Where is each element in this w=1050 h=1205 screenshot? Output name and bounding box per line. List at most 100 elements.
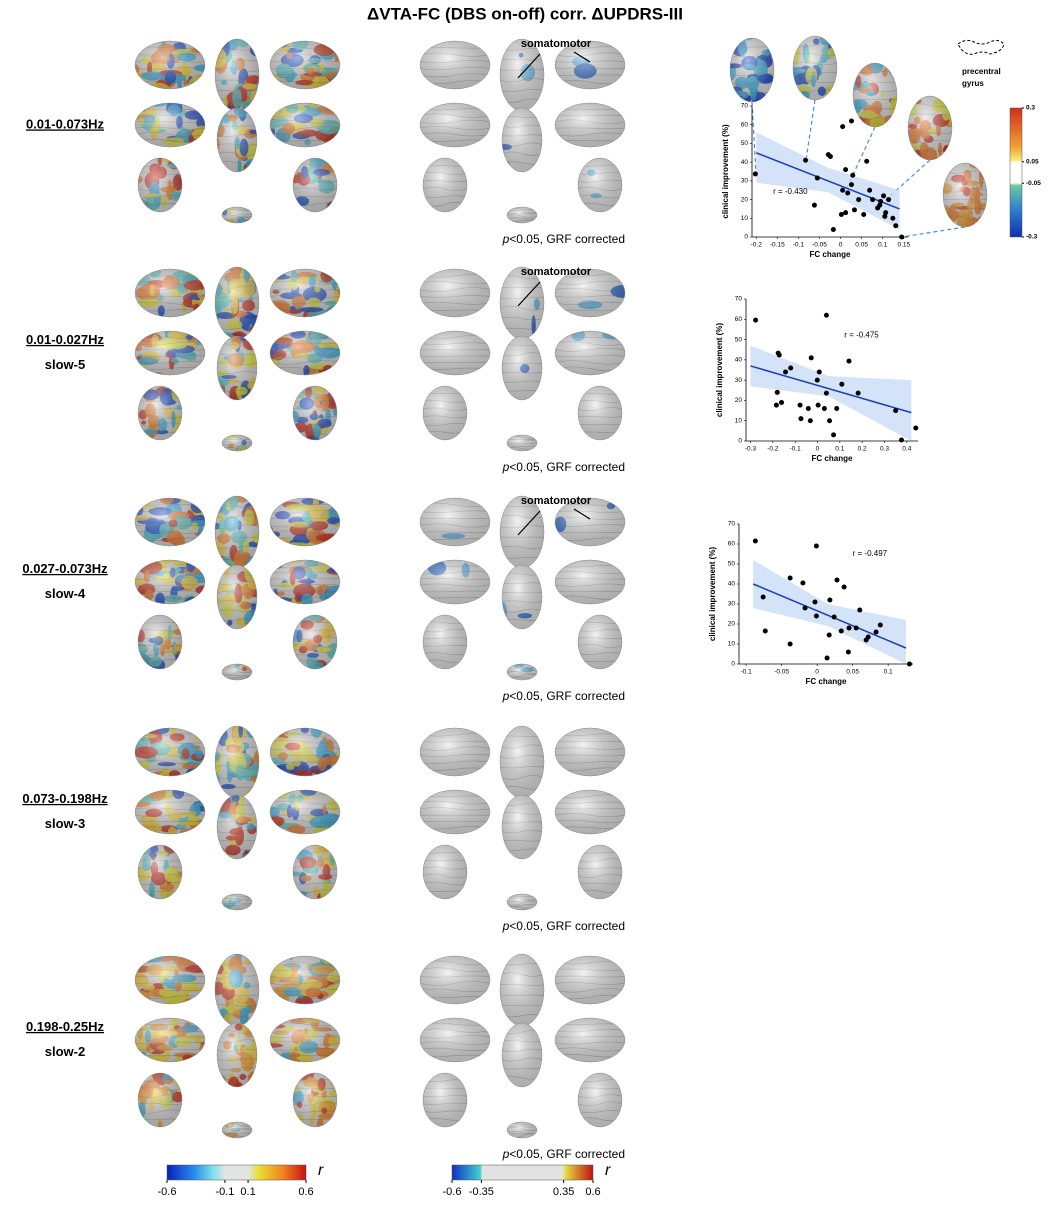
data-point <box>877 202 883 208</box>
y-tick-label: 50 <box>735 336 743 343</box>
data-point <box>840 187 846 193</box>
brain-shade <box>135 560 205 604</box>
brain-outline <box>419 559 491 605</box>
brain-outline <box>292 157 338 213</box>
y-tick-label: 70 <box>728 521 736 528</box>
data-point <box>752 538 758 544</box>
brain-blob <box>138 895 148 899</box>
brain-outline <box>419 102 491 148</box>
row-label: 0.01-0.073Hz <box>26 116 105 131</box>
y-axis-label: clinical improvement (%) <box>715 323 724 418</box>
brain-shade <box>135 1018 205 1062</box>
data-point <box>831 432 837 438</box>
brain <box>555 269 625 317</box>
x-tick-label: -0.1 <box>741 669 753 676</box>
brain-shade <box>222 1122 252 1138</box>
brain-shade <box>423 158 467 212</box>
brain-outline <box>134 102 206 148</box>
brain <box>135 269 205 317</box>
brain-shade <box>215 954 259 1026</box>
colorbar-tick-label: -0.05 <box>1026 180 1041 187</box>
brain-outline <box>506 663 538 681</box>
brain-outline <box>216 564 258 630</box>
row-label: 0.01-0.027Hz <box>26 332 105 347</box>
brain-outline <box>501 1022 543 1088</box>
figure-title: ΔVTA-FC (DBS on-off) corr. ΔUPDRS-III <box>367 4 683 23</box>
brain-blob <box>135 361 139 370</box>
brain-blob <box>336 41 340 47</box>
brain-blob <box>430 498 437 501</box>
brain-outline <box>577 157 623 213</box>
data-point <box>893 408 899 414</box>
brain-outline <box>419 268 491 318</box>
data-point <box>814 377 820 383</box>
x-tick-label: 0.4 <box>902 446 911 453</box>
brain-shade <box>555 41 625 89</box>
brain <box>215 39 259 111</box>
brain-shade <box>420 41 490 89</box>
y-axis-label: clinical improvement (%) <box>708 547 717 642</box>
note-text: <0.05, GRF corrected <box>509 232 625 246</box>
brain-blob <box>215 726 222 733</box>
brain <box>507 1122 537 1138</box>
data-point <box>752 171 758 177</box>
y-tick-label: 50 <box>741 140 749 147</box>
brain <box>270 560 340 604</box>
brain-shade <box>502 108 542 172</box>
brain <box>293 615 337 669</box>
brain-shade <box>502 565 542 629</box>
fit-line <box>755 152 900 210</box>
data-point <box>831 614 837 620</box>
colorbar-tick-label: -0.1 <box>215 1186 234 1198</box>
brain-blob <box>943 163 950 169</box>
fit-line <box>752 583 907 649</box>
brain-shade <box>420 956 490 1004</box>
y-tick-label: 30 <box>735 377 743 384</box>
brain-outline <box>422 844 468 900</box>
colorbar-tick-label: 0.35 <box>553 1186 574 1198</box>
data-point <box>850 172 856 178</box>
brain-outline <box>554 727 626 777</box>
brain <box>420 728 490 776</box>
brain-outline <box>269 727 341 777</box>
brain-outline <box>134 727 206 777</box>
x-tick-label: 0.15 <box>897 242 910 249</box>
brain-outline <box>554 497 626 547</box>
x-tick-label: -0.05 <box>774 669 789 676</box>
brain <box>578 158 622 212</box>
colorbar-tick-label: -0.35 <box>469 1186 494 1198</box>
brain-outline <box>269 955 341 1005</box>
brain-blob <box>195 728 205 735</box>
brain-shade <box>293 1073 337 1127</box>
brain-outline <box>554 330 626 376</box>
brain-shade <box>215 496 259 568</box>
brain-blob <box>270 594 278 601</box>
data-point <box>813 543 819 549</box>
data-point <box>787 575 793 581</box>
data-point <box>849 118 855 124</box>
data-point <box>841 584 847 590</box>
data-point <box>881 193 887 199</box>
brain <box>138 615 182 669</box>
brain <box>135 331 205 375</box>
brain-shade <box>222 207 252 223</box>
colorbar-tick-label: 0.6 <box>585 1186 600 1198</box>
x-tick-label: -0.3 <box>745 446 757 453</box>
brain <box>555 331 625 375</box>
brain <box>420 560 490 604</box>
y-tick-label: 30 <box>728 601 736 608</box>
brain-outline <box>292 1072 338 1128</box>
brain-blob <box>176 201 182 209</box>
brain <box>217 336 257 400</box>
brain <box>853 63 897 127</box>
y-tick-label: 10 <box>741 215 749 222</box>
note-p: p <box>502 689 510 703</box>
data-point <box>760 594 766 600</box>
brain-outline <box>501 335 543 401</box>
colorbar-tick-label: -0.3 <box>1026 234 1038 241</box>
brain-outline <box>221 663 253 681</box>
brain <box>502 336 542 400</box>
brain <box>135 956 205 1004</box>
brain <box>270 331 340 375</box>
colorbar <box>1009 107 1023 238</box>
